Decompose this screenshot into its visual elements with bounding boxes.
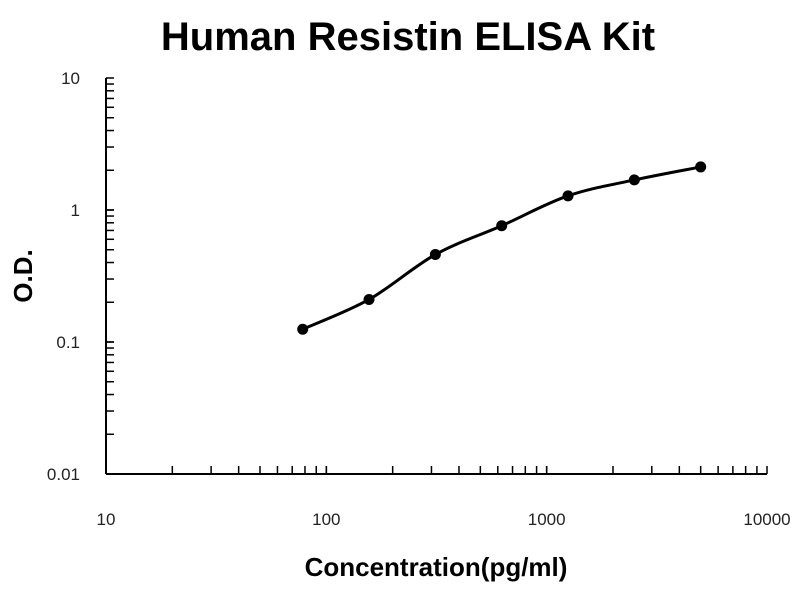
data-points <box>297 161 707 335</box>
y-tick-label: 0.1 <box>56 333 80 352</box>
data-point <box>496 220 508 232</box>
data-point <box>429 249 441 261</box>
data-point <box>363 293 375 305</box>
y-axis-label: O.D. <box>8 249 38 302</box>
axes <box>105 77 768 475</box>
standard-curve-line <box>302 165 701 331</box>
x-tick-label: 1000 <box>528 510 566 529</box>
x-axis-label: Concentration(pg/ml) <box>305 552 568 582</box>
tick-labels: 10 100 1000 10000 0.01 0.1 1 10 <box>47 69 791 529</box>
x-tick-label: 100 <box>312 510 340 529</box>
chart-title: Human Resistin ELISA Kit <box>161 15 655 59</box>
x-tick-label: 10 <box>97 510 116 529</box>
y-tick-label: 10 <box>61 69 80 88</box>
data-point <box>695 161 707 173</box>
data-point <box>628 174 640 186</box>
x-tick-label: 10000 <box>743 510 790 529</box>
y-tick-label: 0.01 <box>47 465 80 484</box>
data-point <box>297 323 309 335</box>
y-tick-label: 1 <box>71 201 80 220</box>
data-point <box>562 190 574 202</box>
